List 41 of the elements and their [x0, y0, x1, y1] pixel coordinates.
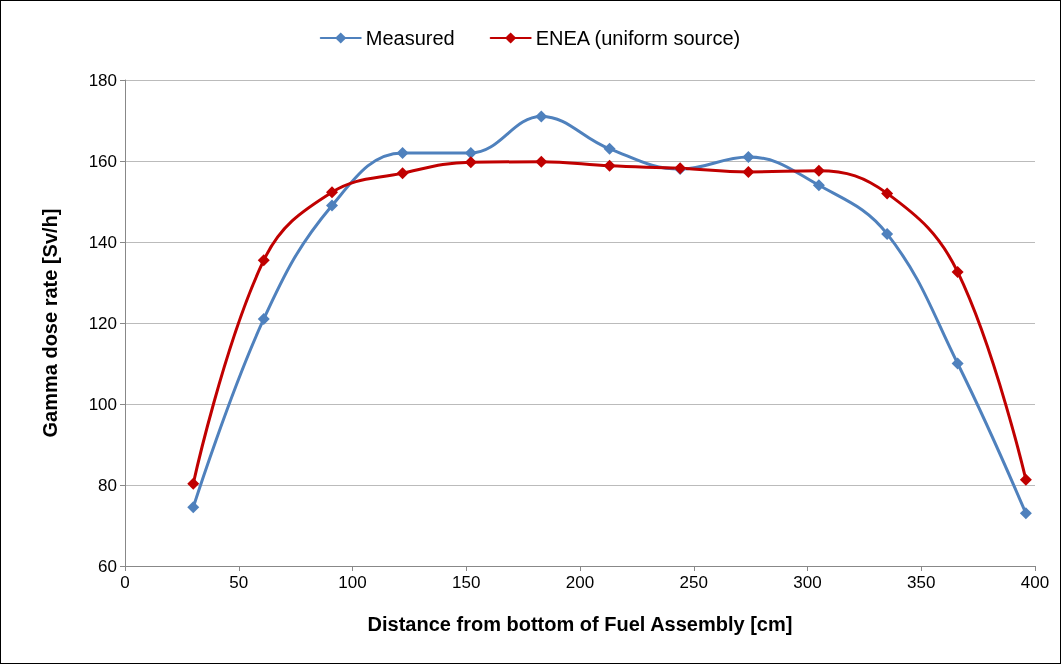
- x-tick-label: 100: [338, 573, 367, 592]
- x-tick-label: 350: [907, 573, 936, 592]
- y-axis-title: Gamma dose rate [Sv/h]: [39, 208, 61, 438]
- point: [812, 179, 825, 192]
- legend-label: ENEA (uniform source): [535, 27, 741, 49]
- x-tick-label: 250: [679, 573, 708, 592]
- point: [535, 155, 548, 168]
- point: [326, 186, 339, 199]
- point: [257, 312, 270, 325]
- point: [1019, 507, 1032, 520]
- point: [1019, 473, 1032, 486]
- y-tick-label: 120: [88, 313, 117, 333]
- point: [257, 254, 270, 267]
- point: [951, 265, 964, 278]
- x-tick-label: 0: [120, 573, 130, 592]
- point: [603, 142, 616, 155]
- y-tick-label: 100: [88, 394, 117, 414]
- x-tick-label: 300: [793, 573, 822, 592]
- y-tick-label: 60: [98, 556, 117, 576]
- y-tick-label: 80: [98, 475, 117, 495]
- point: [187, 477, 200, 490]
- x-tick-label: 150: [452, 573, 481, 592]
- legend-label: Measured: [365, 27, 455, 49]
- x-axis-title: Distance from bottom of Fuel Assembly [cm]: [367, 613, 793, 635]
- y-tick-label: 160: [88, 151, 117, 171]
- point: [742, 165, 755, 178]
- y-tick-label: 140: [88, 232, 117, 252]
- y-tick-label: 180: [88, 70, 117, 90]
- point: [187, 501, 200, 514]
- point: [742, 150, 755, 163]
- point: [881, 187, 894, 200]
- point: [951, 357, 964, 370]
- point: [326, 199, 339, 212]
- x-tick-label: 50: [229, 573, 249, 592]
- point: [881, 227, 894, 240]
- x-tick-label: 200: [565, 573, 595, 592]
- point: [396, 146, 409, 159]
- x-tick-label: 400: [1020, 573, 1050, 592]
- point: [396, 167, 409, 180]
- point: [535, 110, 548, 123]
- point: [812, 164, 825, 177]
